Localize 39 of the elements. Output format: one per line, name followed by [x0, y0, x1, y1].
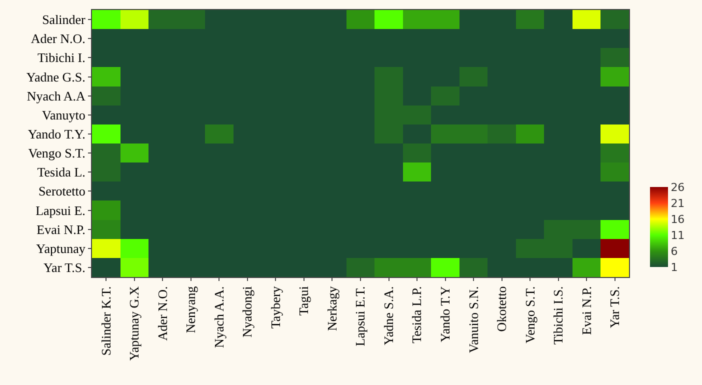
y-tick-label: Yadne G.S.: [26, 69, 86, 84]
x-tick-label: Lapsui E.T.: [352, 286, 368, 346]
y-tick-label: Tibichi I.: [37, 50, 86, 66]
color-bar-label: 6: [670, 244, 678, 258]
x-tick-label: Nyach A.A.: [211, 286, 226, 348]
y-tick-label: Tesida L.: [37, 164, 86, 180]
y-tick-label: Salinder: [42, 12, 86, 28]
y-tick-label: Serotetto: [38, 184, 86, 199]
y-tick-label: Vengo S.T.: [28, 146, 86, 161]
x-tick-label: Salinder K.T.: [98, 286, 114, 356]
x-tick-label: Ader N.O.: [154, 286, 170, 341]
y-tick-label: Ader N.O.: [30, 31, 86, 46]
x-tick-label: Evai N.P.: [578, 286, 594, 335]
x-tick-label: Vanuito S.N.: [466, 286, 481, 354]
color-bar-label: 16: [670, 212, 685, 226]
y-tick-label: Yaptunay: [36, 240, 86, 256]
x-tick-label: Tagui: [296, 286, 312, 316]
y-tick-label: Lapsui E.: [36, 202, 86, 218]
y-tick-label: Yar T.S.: [43, 260, 86, 276]
x-tick-label: Tesida L.P.: [409, 286, 424, 344]
x-tick-label: Taybery: [268, 286, 283, 329]
x-tick-label: Nerkagy: [324, 286, 340, 331]
x-tick-label: Tibichi I.S.: [550, 286, 566, 345]
color-bar-label: 26: [670, 180, 685, 194]
x-tick-label: Yadne S.A.: [380, 286, 396, 346]
color-bar-label: 1: [670, 260, 678, 274]
x-tick-label: Okotetto: [494, 286, 510, 332]
x-tick-label: Yar T.S.: [607, 286, 622, 328]
x-tick-label: Nyadongi: [240, 286, 255, 338]
x-tick-label: Nenyang: [183, 286, 198, 334]
x-tick-label: Yaptunay G.X: [126, 286, 142, 361]
y-tick-label: Nyach A.A: [26, 88, 86, 104]
x-tick-label: Vengo S.T.: [522, 286, 538, 344]
x-tick-label: Yando T.Y: [438, 286, 453, 342]
color-bar-label: 21: [670, 196, 685, 210]
y-tick-label: Vanuyto: [42, 107, 86, 122]
y-tick-label: Evai N.P.: [36, 222, 86, 237]
y-tick-label: Yando T.Y.: [28, 126, 86, 142]
color-bar-label: 11: [670, 228, 685, 242]
